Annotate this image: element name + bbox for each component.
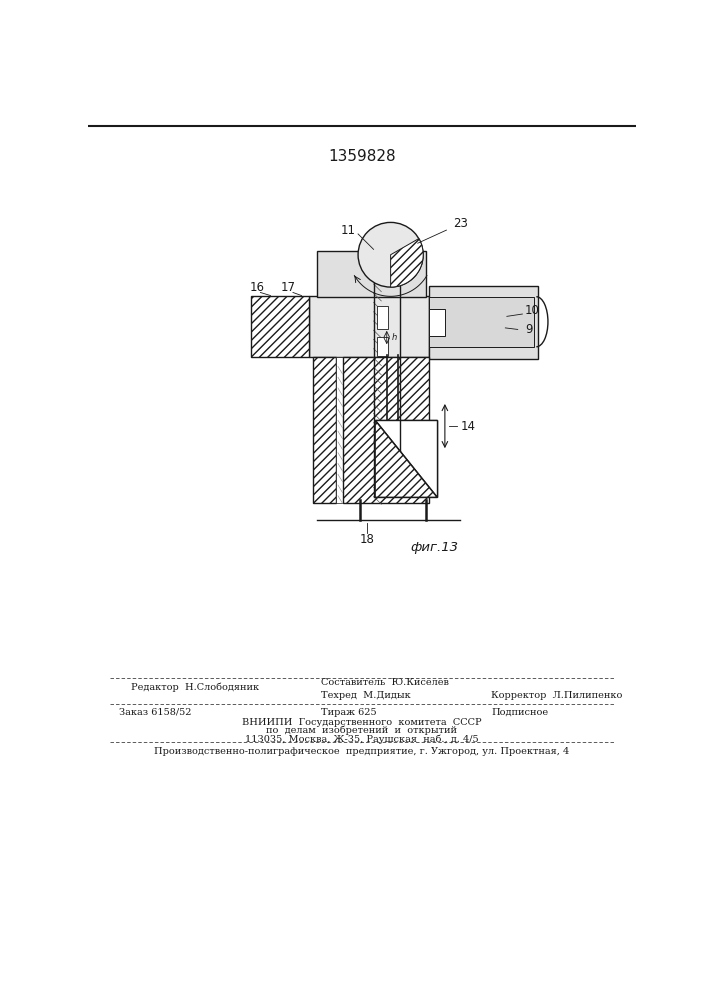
Text: по  делам  изобретений  и  открытий: по делам изобретений и открытий <box>267 726 457 735</box>
Polygon shape <box>375 420 437 497</box>
Text: h: h <box>392 333 397 342</box>
Polygon shape <box>391 239 423 287</box>
Bar <box>377 306 388 329</box>
Text: ВНИИПИ  Государственного  комитета  СССР: ВНИИПИ Государственного комитета СССР <box>242 718 481 727</box>
Polygon shape <box>313 357 337 503</box>
Bar <box>317 251 426 297</box>
Text: 14: 14 <box>461 420 476 433</box>
Circle shape <box>358 222 423 287</box>
Text: 113035, Москва, Ж-35, Раушская  наб., д. 4/5: 113035, Москва, Ж-35, Раушская наб., д. … <box>245 734 479 744</box>
Polygon shape <box>375 420 437 497</box>
Bar <box>429 309 445 336</box>
Text: 1359828: 1359828 <box>328 149 396 164</box>
Polygon shape <box>251 296 309 357</box>
Text: Составитель  Ю.Киселев: Составитель Ю.Киселев <box>321 678 449 687</box>
Text: 9: 9 <box>525 323 532 336</box>
Text: 18: 18 <box>360 533 375 546</box>
Bar <box>429 297 534 347</box>
Bar <box>337 357 343 503</box>
Text: 16: 16 <box>250 281 265 294</box>
Text: Корректор  Л.Пилипенко: Корректор Л.Пилипенко <box>491 691 623 700</box>
Text: Заказ 6158/52: Заказ 6158/52 <box>119 708 192 717</box>
Text: 11: 11 <box>341 224 356 237</box>
Bar <box>377 337 388 356</box>
Text: фиг.13: фиг.13 <box>410 541 458 554</box>
Text: 23: 23 <box>453 217 468 230</box>
Text: Производственно-полиграфическое  предприятие, г. Ужгород, ул. Проектная, 4: Производственно-полиграфическое предприя… <box>154 747 570 756</box>
Text: Редактор  Н.Слободяник: Редактор Н.Слободяник <box>131 683 259 692</box>
Text: Подписное: Подписное <box>491 708 549 717</box>
Text: 10: 10 <box>524 304 539 317</box>
Text: 17: 17 <box>281 281 296 294</box>
Text: Техред  М.Дидык: Техред М.Дидык <box>321 691 411 700</box>
Polygon shape <box>375 420 437 497</box>
Bar <box>429 286 538 359</box>
Polygon shape <box>343 357 429 503</box>
Text: Тираж 625: Тираж 625 <box>321 708 377 717</box>
Bar <box>309 296 429 357</box>
